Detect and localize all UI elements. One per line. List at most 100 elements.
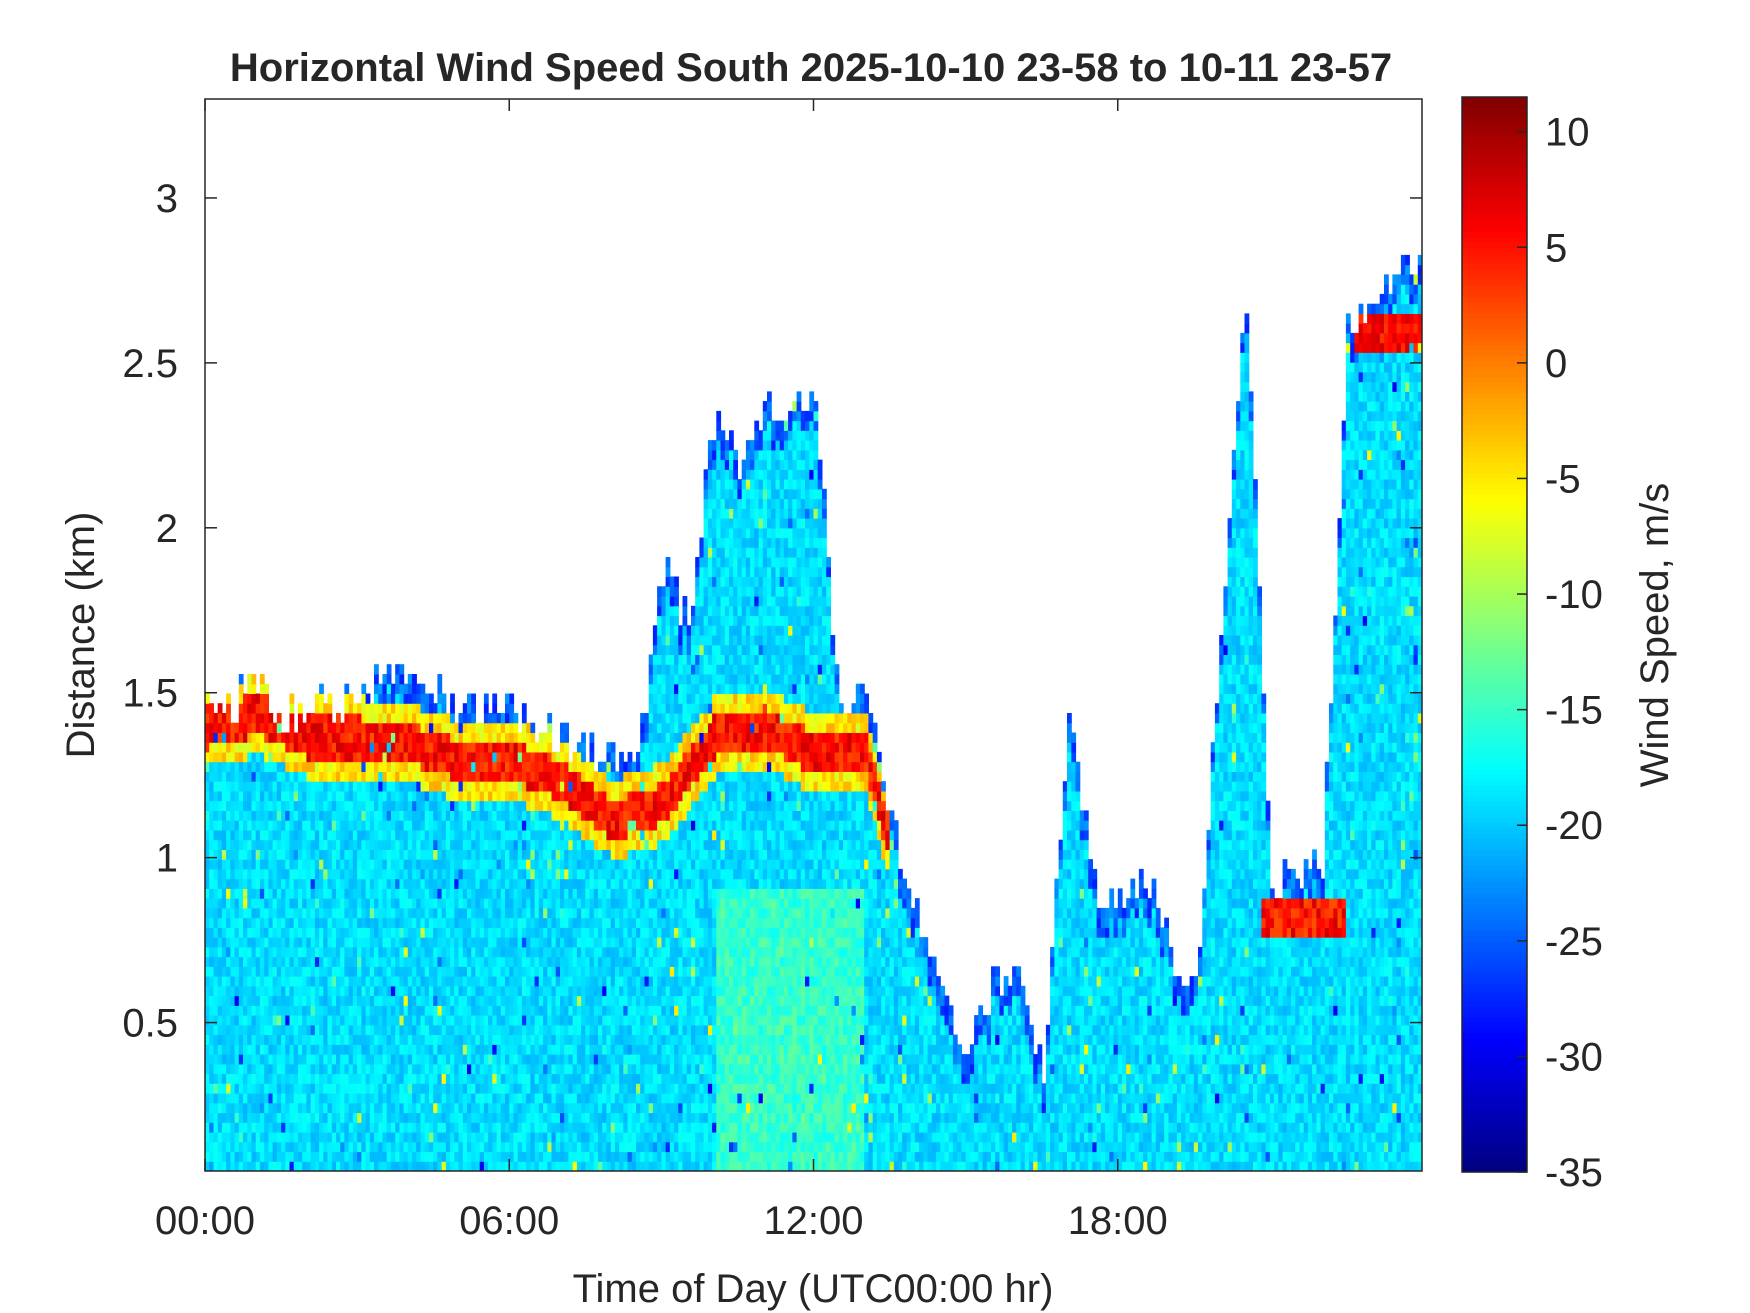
heatmap-cell (340, 966, 345, 977)
heatmap-cell (644, 1151, 650, 1162)
heatmap-cell (390, 995, 396, 1006)
heatmap-cell (619, 985, 624, 997)
heatmap-cell (407, 1141, 413, 1153)
heatmap-cell (293, 888, 299, 899)
heatmap-cell (412, 888, 417, 899)
heatmap-cell (500, 839, 506, 850)
heatmap-cell (251, 1132, 257, 1143)
heatmap-cell (640, 966, 645, 977)
heatmap-cell (416, 1005, 422, 1016)
heatmap-cell (564, 1083, 569, 1094)
heatmap-cell (568, 985, 574, 997)
heatmap-cell (568, 1073, 574, 1084)
heatmap-cell (602, 1024, 607, 1036)
heatmap-cell (285, 1093, 291, 1104)
heatmap-cell (403, 956, 409, 967)
heatmap-cell (547, 907, 553, 919)
heatmap-cell (606, 1073, 612, 1084)
heatmap-cell (458, 732, 464, 743)
heatmap-cell (636, 927, 641, 938)
heatmap-cell (399, 1015, 405, 1026)
heatmap-cell (331, 1044, 337, 1055)
heatmap-cell (424, 732, 430, 743)
heatmap-cell (395, 771, 400, 782)
heatmap-cell (348, 927, 354, 938)
heatmap-cell (293, 917, 299, 928)
heatmap-cell (538, 1005, 544, 1016)
heatmap-cell (420, 693, 426, 704)
heatmap-cell (352, 956, 358, 967)
heatmap-cell (276, 1015, 282, 1026)
heatmap-cell (209, 898, 214, 909)
heatmap-cell (221, 839, 227, 850)
heatmap-cell (310, 1005, 316, 1016)
heatmap-cell (458, 722, 464, 733)
heatmap-cell (327, 800, 333, 811)
heatmap-cell (310, 1151, 316, 1162)
heatmap-cell (458, 985, 464, 997)
heatmap-cell (437, 829, 443, 841)
heatmap-cell (289, 995, 295, 1006)
heatmap-cell (462, 713, 468, 724)
heatmap-cell (526, 1015, 531, 1026)
heatmap-cell (331, 1034, 337, 1045)
heatmap-cell (259, 829, 265, 841)
heatmap-cell (386, 1034, 392, 1045)
heatmap-cell (407, 859, 413, 870)
heatmap-cell (543, 937, 548, 948)
heatmap-cell (293, 1015, 299, 1026)
heatmap-cell (429, 1024, 434, 1036)
heatmap-cell (589, 1112, 595, 1123)
heatmap-cell (509, 956, 515, 967)
heatmap-cell (382, 966, 388, 977)
heatmap-cell (517, 1122, 523, 1133)
heatmap-cell (505, 1034, 510, 1045)
heatmap-cell (454, 927, 460, 938)
heatmap-cell (454, 1044, 460, 1055)
heatmap-cell (560, 898, 565, 909)
heatmap-cell (209, 849, 214, 860)
heatmap-cell (331, 1112, 337, 1123)
heatmap-cell (429, 1151, 434, 1162)
heatmap-cell (234, 1132, 240, 1143)
heatmap-cell (513, 1054, 519, 1065)
heatmap-cell (572, 898, 578, 909)
heatmap-cell (319, 1073, 324, 1084)
heatmap-cell (513, 907, 519, 919)
heatmap-cell (416, 742, 422, 753)
heatmap-cell (496, 751, 502, 763)
heatmap-cell (403, 781, 409, 792)
heatmap-cell (513, 1151, 519, 1162)
heatmap-cell (268, 859, 274, 870)
heatmap-cell (306, 722, 312, 733)
heatmap-cell (467, 751, 472, 763)
heatmap-cell (648, 927, 654, 938)
heatmap-cell (509, 800, 515, 811)
heatmap-cell (517, 1005, 523, 1016)
heatmap-cell (395, 742, 400, 753)
heatmap-cell (450, 937, 455, 948)
heatmap-cell (589, 1083, 595, 1094)
heatmap-cell (564, 927, 569, 938)
heatmap-cell (230, 1073, 236, 1084)
heatmap-cell (369, 713, 375, 724)
heatmap-cell (526, 722, 531, 733)
heatmap-cell (648, 829, 654, 841)
heatmap-cell (319, 1054, 324, 1065)
heatmap-cell (500, 898, 506, 909)
heatmap-cell (319, 985, 324, 997)
heatmap-cell (640, 1151, 645, 1162)
heatmap-cell (521, 1161, 527, 1171)
heatmap-cell (327, 1063, 333, 1075)
heatmap-cell (560, 1151, 565, 1162)
heatmap-cell (238, 722, 244, 733)
heatmap-cell (458, 1063, 464, 1075)
heatmap-cell (302, 966, 307, 977)
heatmap-cell (488, 888, 493, 899)
heatmap-cell (424, 868, 430, 880)
heatmap-cell (255, 1044, 261, 1055)
heatmap-cell (644, 888, 650, 899)
heatmap-cell (323, 810, 329, 821)
heatmap-cell (255, 1083, 261, 1094)
heatmap-cell (424, 1073, 430, 1084)
